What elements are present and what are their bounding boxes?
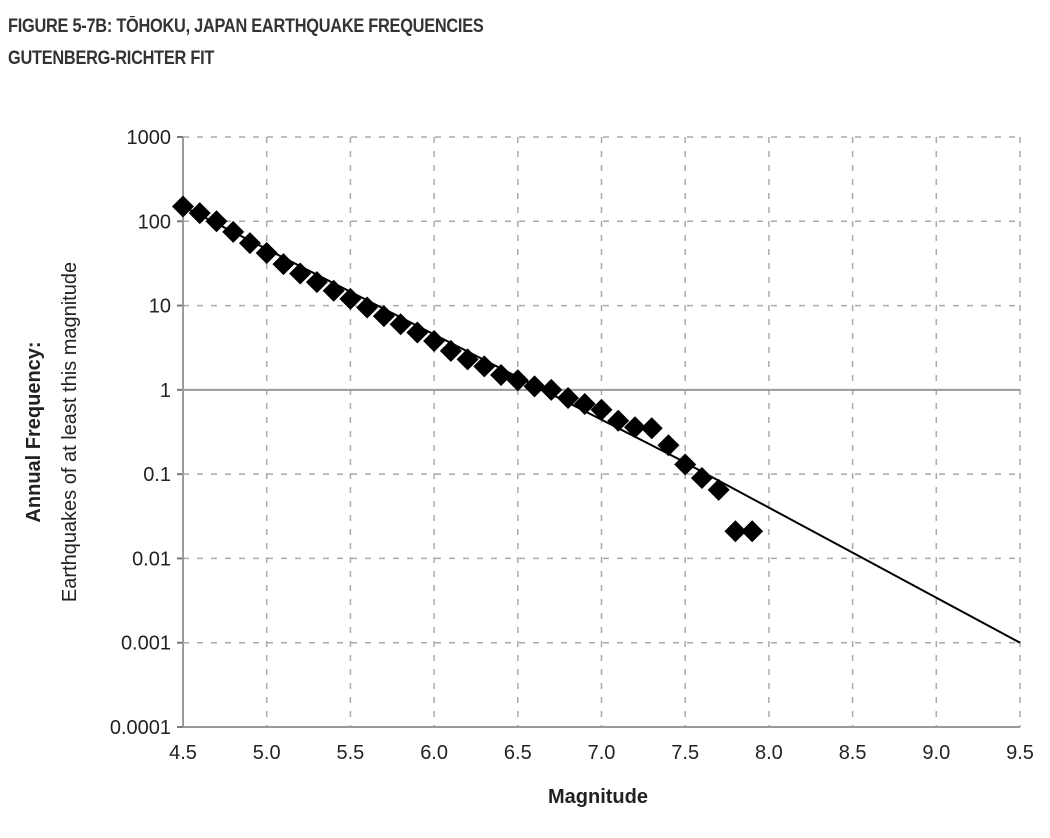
x-tick-label: 7.5 [671, 742, 699, 764]
fit-line [182, 205, 1021, 644]
x-tick-label: 9.5 [1006, 742, 1034, 764]
data-point-diamond [305, 271, 328, 294]
x-tick-label: 6.5 [504, 742, 532, 764]
x-tick-label: 8.5 [839, 742, 867, 764]
data-point-diamond [674, 453, 697, 476]
chart-subtitle: GUTENBERG-RICHTER FIT [8, 48, 215, 69]
data-point-diamond [623, 416, 646, 439]
x-tick-label: 9.0 [922, 742, 950, 764]
data-point-diamond [356, 296, 379, 319]
y-axis-label-line1: Annual Frequency: [23, 341, 45, 522]
data-point-diamond [389, 313, 412, 336]
data-point-diamond [557, 387, 580, 410]
data-point-diamond [540, 378, 563, 401]
x-tick-label: 6.0 [420, 742, 448, 764]
data-point-diamond [523, 375, 546, 398]
y-tick-label: 100 [138, 211, 171, 233]
data-point-diamond [423, 329, 446, 352]
data-point-diamond [456, 348, 479, 371]
data-point-diamond [205, 210, 228, 233]
y-tick-label: 0.1 [143, 464, 171, 486]
x-tick-label: 5.5 [336, 742, 364, 764]
data-point-diamond [506, 369, 529, 392]
data-point-diamond [255, 242, 278, 265]
data-point-diamond [439, 339, 462, 362]
data-point-diamond [640, 417, 663, 440]
data-point-diamond [707, 478, 730, 501]
data-point-diamond [490, 364, 513, 387]
y-tick-label: 0.001 [121, 633, 171, 655]
x-tick-label: 4.5 [169, 742, 197, 764]
x-tick-label: 8.0 [755, 742, 783, 764]
data-point-diamond [238, 232, 261, 255]
data-point-diamond [473, 355, 496, 378]
y-tick-label: 1000 [127, 127, 172, 149]
data-point-diamond [573, 392, 596, 415]
data-point-diamond [724, 520, 747, 543]
x-axis-label: Magnitude [548, 786, 648, 808]
x-tick-label: 7.0 [588, 742, 616, 764]
data-point-diamond [657, 434, 680, 457]
data-point-diamond [289, 262, 312, 285]
data-point-diamond [406, 321, 429, 344]
data-point-diamond [172, 195, 194, 218]
x-tick-label: 5.0 [253, 742, 281, 764]
data-point-diamond [372, 305, 395, 328]
data-point-diamond [741, 520, 764, 543]
data-point-diamond [339, 287, 362, 310]
data-point-diamond [188, 202, 211, 225]
y-tick-label: 10 [149, 296, 171, 318]
data-point-diamond [272, 253, 295, 276]
data-point-diamond [607, 409, 630, 432]
y-tick-label: 0.0001 [110, 717, 171, 739]
y-axis-label-line2: Earthquakes of at least this magnitude [59, 262, 81, 602]
data-point-diamond [590, 398, 613, 421]
data-point-diamond [322, 279, 345, 302]
data-point-diamond [222, 220, 245, 243]
chart-title: FIGURE 5-7B: TŌHOKU, JAPAN EARTHQUAKE FR… [8, 16, 484, 37]
y-tick-label: 1 [160, 380, 171, 402]
data-point-diamond [690, 466, 713, 489]
y-tick-label: 0.01 [132, 548, 171, 570]
